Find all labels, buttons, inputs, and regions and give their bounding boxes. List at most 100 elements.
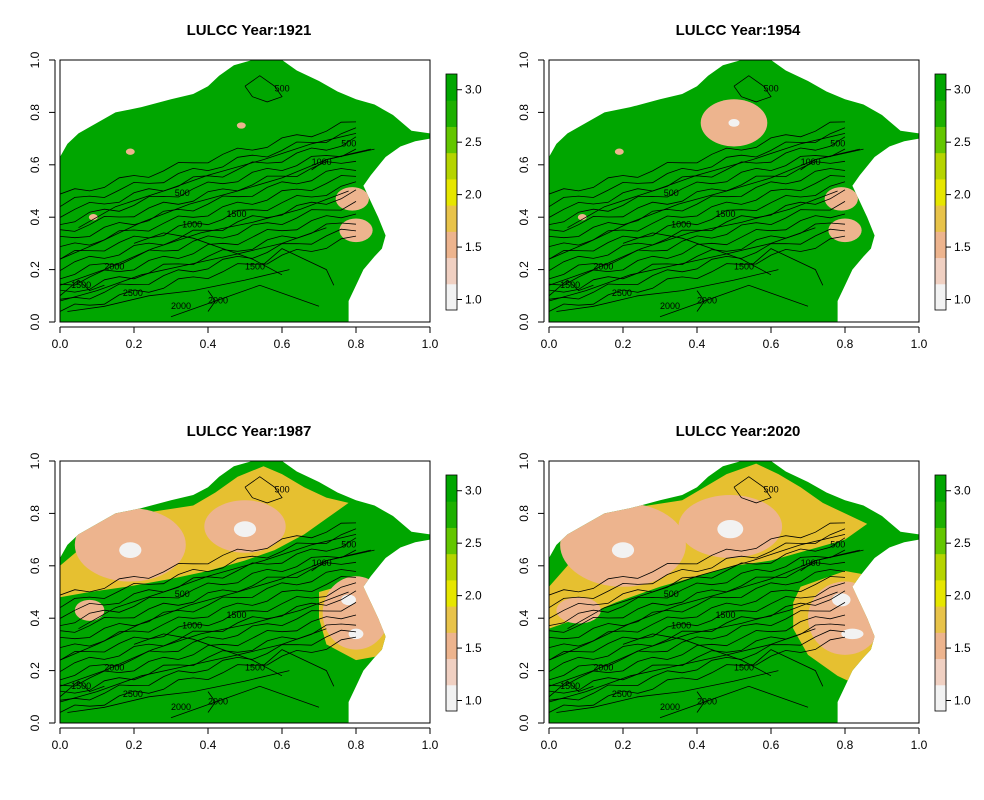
legend-swatch bbox=[935, 553, 946, 581]
contour-line bbox=[60, 127, 357, 208]
contour-line bbox=[549, 537, 846, 619]
legend-swatch bbox=[935, 632, 946, 660]
contour-label: 2000 bbox=[593, 663, 613, 673]
contour-label: 1500 bbox=[71, 681, 91, 691]
x-tick-label: 0.0 bbox=[541, 337, 558, 351]
contour-line bbox=[60, 561, 357, 633]
contour-label: 1500 bbox=[245, 663, 265, 673]
legend-swatch bbox=[935, 74, 946, 101]
contour-label: 500 bbox=[275, 484, 290, 494]
contour-line bbox=[78, 133, 357, 229]
contour-line bbox=[60, 636, 357, 713]
legend-tick-label: 3.0 bbox=[465, 83, 482, 97]
y-tick-label: 0.2 bbox=[517, 662, 531, 679]
legend-tick-label: 3.0 bbox=[954, 83, 971, 97]
x-tick-label: 1.0 bbox=[422, 337, 439, 351]
contour-line bbox=[60, 582, 357, 661]
legend-swatch bbox=[446, 178, 457, 206]
contour-line bbox=[207, 290, 216, 312]
contour-label: 1000 bbox=[312, 157, 332, 167]
legend-tick-label: 2.0 bbox=[465, 589, 482, 603]
y-tick-label: 0.0 bbox=[517, 714, 531, 731]
legend-swatch bbox=[446, 283, 457, 311]
x-tick-label: 0.0 bbox=[541, 738, 558, 752]
legend-tick-label: 1.5 bbox=[465, 240, 482, 254]
contour-label: 1000 bbox=[312, 558, 332, 568]
contour-line bbox=[549, 127, 846, 208]
contour-line bbox=[60, 680, 105, 698]
contour-label: 1000 bbox=[671, 621, 691, 631]
contour-label: 2000 bbox=[171, 301, 191, 311]
x-tick-label: 0.2 bbox=[126, 738, 143, 752]
contour-line bbox=[549, 569, 846, 640]
contour-line bbox=[60, 590, 357, 673]
contour-line bbox=[60, 189, 357, 272]
contour-line bbox=[549, 136, 846, 218]
legend-swatch bbox=[446, 553, 457, 581]
contour-label: 1500 bbox=[227, 209, 247, 219]
legend-swatch bbox=[446, 152, 457, 180]
contour-label: 2000 bbox=[208, 296, 228, 306]
x-tick-label: 0.4 bbox=[689, 337, 706, 351]
contour-line bbox=[60, 569, 357, 640]
legend-swatch bbox=[446, 579, 457, 607]
contour-line bbox=[170, 284, 320, 318]
contour-label: 2000 bbox=[104, 262, 124, 272]
contour-layer: 1000 500 1500 2000 2500 1000 2000 1500 1500 2000 5… bbox=[60, 476, 375, 719]
panel-title: LULCC Year:1921 bbox=[187, 22, 312, 39]
contour-line bbox=[549, 590, 846, 673]
urban-core bbox=[611, 542, 635, 558]
contour-line bbox=[60, 576, 357, 648]
contour-line bbox=[263, 649, 335, 687]
contour-layer: 1000 500 1500 2000 2500 1000 2000 1500 1500 2000 5… bbox=[60, 75, 375, 318]
contour-label: 2500 bbox=[612, 689, 632, 699]
urban-core bbox=[348, 628, 364, 640]
contour-line bbox=[133, 232, 283, 276]
contour-line bbox=[244, 476, 283, 504]
contour-label: 500 bbox=[664, 188, 679, 198]
legend-tick-label: 1.5 bbox=[465, 641, 482, 655]
y-tick-label: 0.6 bbox=[28, 156, 42, 173]
contour-label: 2000 bbox=[697, 296, 717, 306]
contour-line bbox=[549, 121, 846, 195]
contour-label: 2500 bbox=[612, 288, 632, 298]
contour-label: 500 bbox=[664, 589, 679, 599]
y-tick-label: 0.8 bbox=[517, 505, 531, 522]
contour-label: 2000 bbox=[104, 663, 124, 673]
legend-swatch bbox=[935, 126, 946, 154]
legend-tick-label: 2.0 bbox=[465, 188, 482, 202]
legend-tick-label: 1.5 bbox=[954, 641, 971, 655]
contour-line bbox=[549, 168, 846, 239]
legend-swatch bbox=[446, 126, 457, 154]
contour-line bbox=[60, 522, 357, 596]
x-tick-label: 0.4 bbox=[200, 738, 217, 752]
x-tick-label: 0.4 bbox=[200, 337, 217, 351]
contour-line bbox=[244, 75, 283, 103]
y-tick-label: 0.8 bbox=[517, 104, 531, 121]
urban-core bbox=[233, 521, 257, 537]
contour-line bbox=[567, 534, 846, 630]
contour-line bbox=[549, 222, 846, 293]
contour-label: 1500 bbox=[734, 663, 754, 673]
contour-label: 2000 bbox=[208, 697, 228, 707]
contour-line bbox=[207, 691, 216, 713]
legend-frame bbox=[445, 474, 458, 712]
legend-swatch bbox=[935, 579, 946, 607]
y-tick-label: 0.2 bbox=[28, 261, 42, 278]
panel-2020: 1000 500 1500 2000 2500 1000 2000 1500 1500 2000 5… bbox=[517, 423, 971, 752]
contour-line bbox=[549, 614, 846, 687]
x-tick-label: 0.6 bbox=[274, 738, 291, 752]
plot-frame bbox=[59, 460, 431, 724]
contour-label: 1000 bbox=[182, 220, 202, 230]
x-tick-label: 0.2 bbox=[615, 738, 632, 752]
plot-frame bbox=[548, 59, 920, 323]
x-tick-label: 0.0 bbox=[52, 738, 69, 752]
panel-title: LULCC Year:2020 bbox=[676, 423, 801, 440]
contour-label: 2500 bbox=[123, 689, 143, 699]
contour-line bbox=[60, 222, 357, 293]
contour-label: 2000 bbox=[171, 702, 191, 712]
plot-frame bbox=[59, 59, 431, 323]
land-forest bbox=[549, 60, 919, 322]
x-tick-label: 0.8 bbox=[348, 337, 365, 351]
contour-line bbox=[60, 213, 357, 286]
